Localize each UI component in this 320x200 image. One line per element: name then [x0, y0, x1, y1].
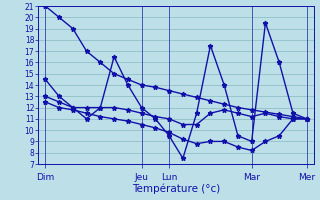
X-axis label: Température (°c): Température (°c) [132, 183, 220, 194]
